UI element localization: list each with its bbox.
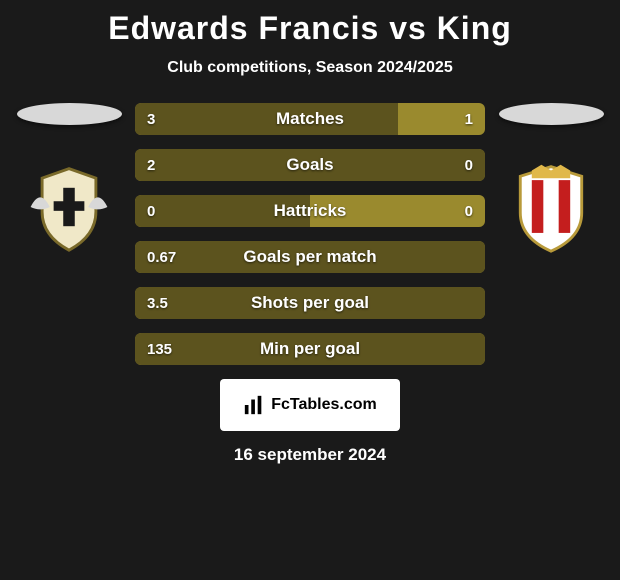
page-title: Edwards Francis vs King	[108, 10, 512, 47]
stat-row: 20Goals	[135, 149, 485, 181]
comparison-panel: 31Matches20Goals00Hattricks0.67Goals per…	[0, 103, 620, 365]
ellipse-shadow-left	[17, 103, 122, 125]
stat-fill	[135, 103, 398, 135]
page-subtitle: Club competitions, Season 2024/2025	[167, 59, 452, 77]
ellipse-shadow-right	[499, 103, 604, 125]
stat-value-right: 1	[465, 103, 473, 135]
stat-row: 0.67Goals per match	[135, 241, 485, 273]
stat-bars: 31Matches20Goals00Hattricks0.67Goals per…	[135, 103, 485, 365]
stat-fill	[135, 287, 485, 319]
stat-row: 135Min per goal	[135, 333, 485, 365]
stat-row: 00Hattricks	[135, 195, 485, 227]
brand-text: FcTables.com	[271, 396, 377, 414]
stat-value-left: 135	[147, 333, 172, 365]
date-label: 16 september 2024	[234, 445, 386, 465]
stat-value-left: 3	[147, 103, 155, 135]
team-crest-right	[503, 159, 599, 255]
stat-row: 31Matches	[135, 103, 485, 135]
left-team-column	[9, 103, 129, 255]
stat-fill	[135, 195, 310, 227]
stat-row: 3.5Shots per goal	[135, 287, 485, 319]
stat-fill	[135, 333, 485, 365]
stat-fill	[135, 149, 485, 181]
stat-value-left: 3.5	[147, 287, 168, 319]
stat-value-right: 0	[465, 195, 473, 227]
stat-value-left: 0	[147, 195, 155, 227]
stat-value-right: 0	[465, 149, 473, 181]
brand-badge: FcTables.com	[220, 379, 400, 431]
stat-fill	[135, 241, 485, 273]
right-team-column	[491, 103, 611, 255]
stat-value-left: 2	[147, 149, 155, 181]
stat-value-left: 0.67	[147, 241, 176, 273]
chart-icon	[243, 394, 265, 416]
team-crest-left	[21, 159, 117, 255]
